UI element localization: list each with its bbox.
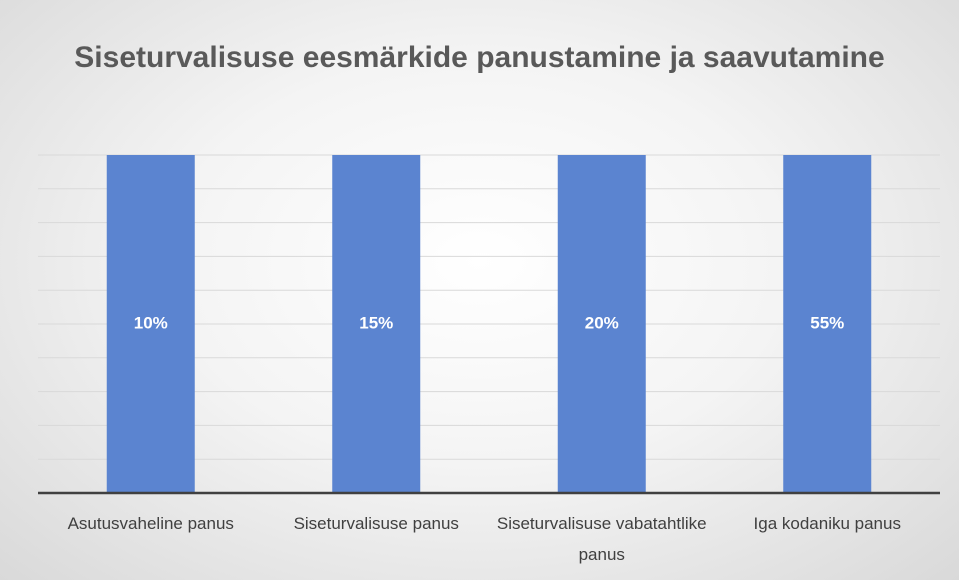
- chart-title: Siseturvalisuse eesmärkide panustamine j…: [74, 41, 885, 74]
- bar: [557, 155, 646, 493]
- data-label: 15%: [359, 313, 393, 332]
- x-tick-label: Siseturvalisuse panus: [293, 514, 459, 533]
- bar: [106, 155, 195, 493]
- data-label: 20%: [585, 313, 619, 332]
- bar: [783, 155, 872, 493]
- data-label: 55%: [810, 313, 844, 332]
- data-label: 10%: [134, 313, 168, 332]
- x-tick-label: Iga kodaniku panus: [753, 514, 901, 533]
- x-tick-label: Asutusvaheline panus: [67, 514, 234, 533]
- x-tick-label: Siseturvalisuse vabatahtlike panus: [496, 514, 707, 564]
- bar: [332, 155, 421, 493]
